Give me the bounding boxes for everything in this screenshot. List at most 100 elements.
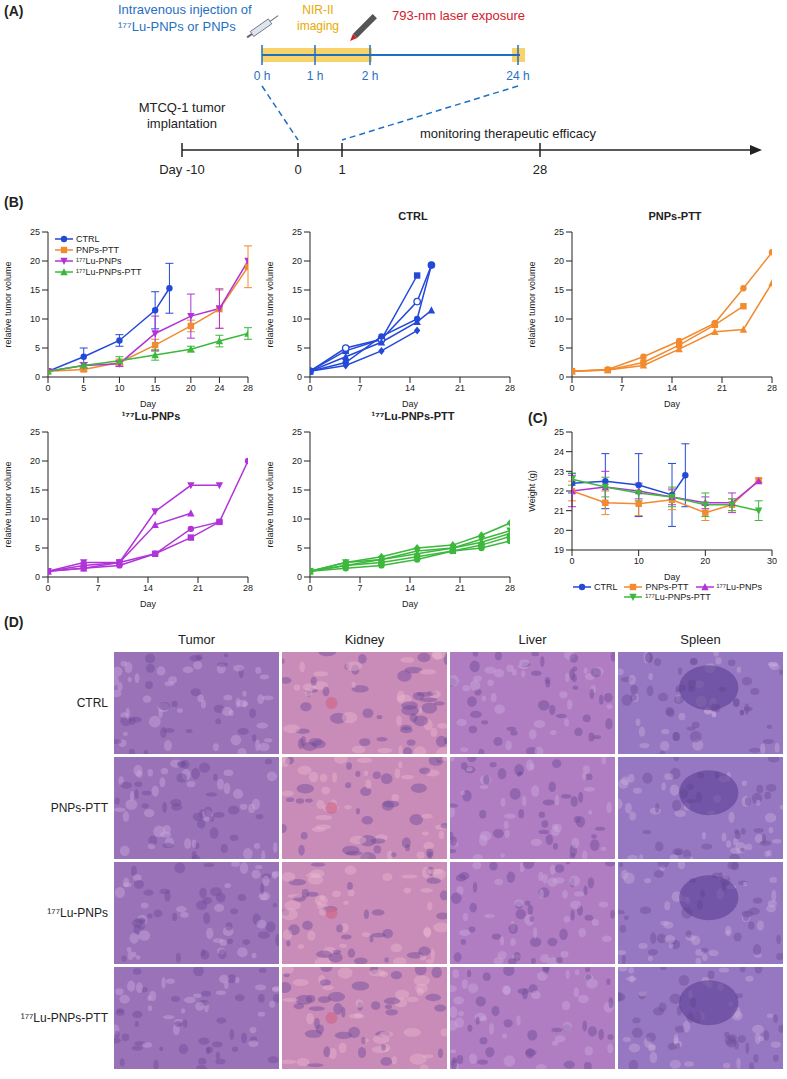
svg-text:21: 21 <box>193 583 203 593</box>
svg-text:14: 14 <box>143 583 153 593</box>
svg-text:(A): (A) <box>4 3 23 19</box>
svg-text:23: 23 <box>554 467 564 477</box>
html-text:(C): (C) <box>528 410 548 426</box>
svg-text:implantation: implantation <box>147 116 217 131</box>
svg-text:19: 19 <box>554 545 564 555</box>
svg-text:20: 20 <box>30 256 40 266</box>
svg-text:0: 0 <box>35 572 40 582</box>
svg-text:5: 5 <box>35 543 40 553</box>
svg-text:5: 5 <box>559 343 564 353</box>
svg-text:imaging: imaging <box>297 19 339 33</box>
svg-text:Intravenous injection of: Intravenous injection of <box>118 2 252 17</box>
svg-text:10: 10 <box>634 556 644 566</box>
svg-text:monitoring therapeutic efficac: monitoring therapeutic efficacy <box>420 126 597 141</box>
svg-text:1 h: 1 h <box>307 69 324 83</box>
svg-text:21: 21 <box>455 583 465 593</box>
svg-text:25: 25 <box>292 427 302 437</box>
svg-text:Day: Day <box>664 572 681 582</box>
svg-text:14: 14 <box>405 583 415 593</box>
svg-text:0 h: 0 h <box>254 69 271 83</box>
svg-text:10: 10 <box>30 514 40 524</box>
svg-text:5: 5 <box>297 543 302 553</box>
svg-text:relative tumor volume: relative tumor volume <box>527 261 537 347</box>
svg-text:¹⁷⁷Lu-PNPs or PNPs: ¹⁷⁷Lu-PNPs or PNPs <box>118 19 236 34</box>
svg-text:relative tumor volume: relative tumor volume <box>3 461 13 547</box>
svg-text:5: 5 <box>81 383 86 393</box>
svg-text:15: 15 <box>292 285 302 295</box>
svg-text:20: 20 <box>292 256 302 266</box>
svg-text:21: 21 <box>455 383 465 393</box>
svg-text:20: 20 <box>292 456 302 466</box>
svg-text:25: 25 <box>554 227 564 237</box>
svg-text:0: 0 <box>45 583 50 593</box>
svg-text:20: 20 <box>554 526 564 536</box>
svg-text:28: 28 <box>767 383 777 393</box>
svg-text:20: 20 <box>30 456 40 466</box>
svg-text:Day -10: Day -10 <box>159 162 205 177</box>
svg-text:15: 15 <box>30 485 40 495</box>
svg-text:Day: Day <box>140 599 157 609</box>
svg-text:0: 0 <box>569 383 574 393</box>
svg-text:15: 15 <box>150 383 160 393</box>
svg-text:25: 25 <box>292 227 302 237</box>
svg-text:Day: Day <box>402 399 419 409</box>
svg-text:0: 0 <box>35 372 40 382</box>
svg-text:1: 1 <box>338 162 345 177</box>
html-text:(D): (D) <box>4 614 24 630</box>
svg-text:5: 5 <box>297 343 302 353</box>
svg-text:relative tumor volume: relative tumor volume <box>265 461 275 547</box>
svg-text:14: 14 <box>405 383 415 393</box>
html-text:(B): (B) <box>4 194 24 210</box>
svg-text:24 h: 24 h <box>506 69 529 83</box>
svg-text:5: 5 <box>35 343 40 353</box>
svg-text:21: 21 <box>554 506 564 516</box>
svg-text:15: 15 <box>30 285 40 295</box>
svg-text:15: 15 <box>554 285 564 295</box>
svg-text:15: 15 <box>292 485 302 495</box>
svg-text:0: 0 <box>297 572 302 582</box>
svg-text:MTCQ-1 tumor: MTCQ-1 tumor <box>139 100 226 115</box>
svg-text:25: 25 <box>30 427 40 437</box>
svg-text:10: 10 <box>554 314 564 324</box>
svg-text:21: 21 <box>717 383 727 393</box>
svg-text:0: 0 <box>569 556 574 566</box>
svg-text:22: 22 <box>554 486 564 496</box>
svg-text:Day: Day <box>664 399 681 409</box>
svg-text:10: 10 <box>292 314 302 324</box>
svg-text:20: 20 <box>700 556 710 566</box>
svg-text:10: 10 <box>114 383 124 393</box>
svg-text:25: 25 <box>30 227 40 237</box>
svg-text:0: 0 <box>294 162 301 177</box>
svg-text:24: 24 <box>214 383 224 393</box>
svg-text:2 h: 2 h <box>362 69 379 83</box>
svg-text:28: 28 <box>243 383 253 393</box>
svg-text:Day: Day <box>140 399 157 409</box>
svg-text:793-nm laser exposure: 793-nm laser exposure <box>392 8 525 23</box>
svg-text:NIR-II: NIR-II <box>302 3 333 17</box>
svg-text:20: 20 <box>186 383 196 393</box>
svg-text:25: 25 <box>554 427 564 437</box>
svg-text:7: 7 <box>95 583 100 593</box>
svg-text:0: 0 <box>297 372 302 382</box>
svg-text:relative tumor volume: relative tumor volume <box>265 261 275 347</box>
svg-text:Weight (g): Weight (g) <box>527 470 537 511</box>
svg-text:7: 7 <box>357 383 362 393</box>
svg-text:28: 28 <box>243 583 253 593</box>
svg-text:28: 28 <box>505 383 515 393</box>
svg-text:24: 24 <box>554 447 564 457</box>
svg-text:0: 0 <box>307 383 312 393</box>
svg-text:Day: Day <box>402 599 419 609</box>
svg-text:20: 20 <box>554 256 564 266</box>
svg-text:7: 7 <box>357 583 362 593</box>
svg-text:10: 10 <box>30 314 40 324</box>
svg-text:14: 14 <box>667 383 677 393</box>
svg-text:28: 28 <box>505 583 515 593</box>
svg-text:0: 0 <box>307 583 312 593</box>
svg-text:0: 0 <box>45 383 50 393</box>
svg-text:relative tumor volume: relative tumor volume <box>3 261 13 347</box>
svg-text:30: 30 <box>767 556 777 566</box>
svg-text:7: 7 <box>619 383 624 393</box>
svg-text:28: 28 <box>533 162 547 177</box>
svg-text:0: 0 <box>559 372 564 382</box>
svg-text:10: 10 <box>292 514 302 524</box>
